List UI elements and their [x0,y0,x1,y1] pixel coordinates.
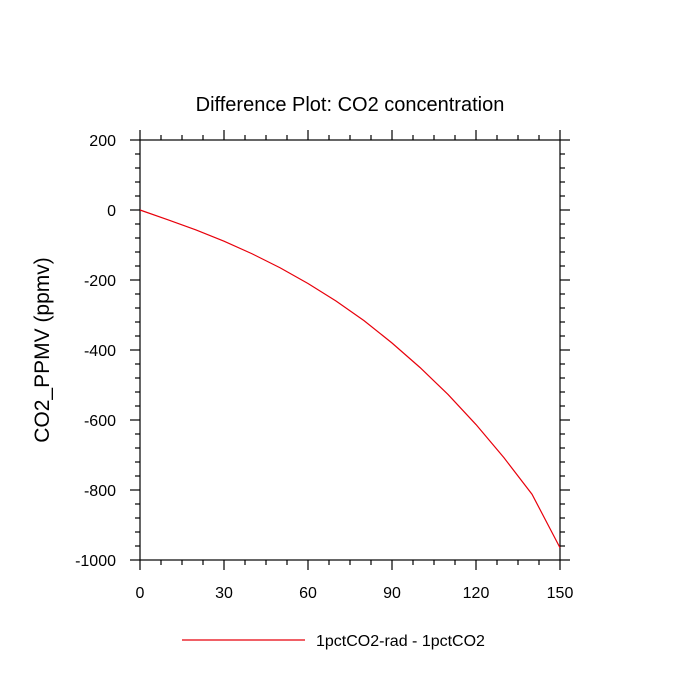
x-tick-label: 150 [547,585,574,602]
y-tick-label: -200 [84,273,116,290]
y-tick-label: 0 [107,203,116,220]
data-series [139,209,561,549]
y-tick-label: -600 [84,413,116,430]
axis-ticks [130,130,570,570]
series-line-0 [139,209,561,549]
axis-tick-labels: 0 30 60 90 120 150 200 0 -200 -400 -600 -800 -1000 [75,133,573,602]
x-tick-label: 60 [299,585,317,602]
legend-label: 1pctCO2-rad - 1pctCO2 [316,633,485,650]
x-tick-label: 120 [463,585,490,602]
y-tick-label: 200 [89,133,116,150]
y-axis-label: CO2_PPMV (ppmv) [31,257,54,443]
x-tick-label: 30 [215,585,233,602]
plot-frame [139,139,561,561]
x-tick-label: 0 [136,585,145,602]
y-tick-label: -400 [84,343,116,360]
y-tick-label: -1000 [75,553,116,570]
legend: 1pctCO2-rad - 1pctCO2 [182,633,485,650]
chart-title: Difference Plot: CO2 concentration [196,94,505,116]
y-tick-label: -800 [84,483,116,500]
x-tick-label: 90 [383,585,401,602]
